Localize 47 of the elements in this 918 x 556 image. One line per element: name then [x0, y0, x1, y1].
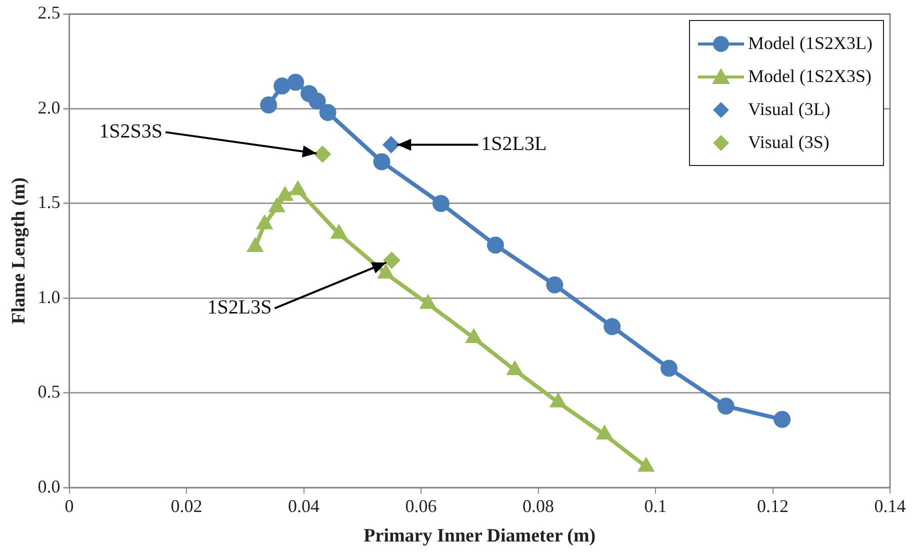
legend-label: Visual (3L) — [748, 99, 830, 120]
x-tick-label: 0.06 — [405, 496, 437, 516]
point — [287, 74, 304, 91]
point — [260, 96, 278, 114]
annotation: 1S2L3L — [481, 132, 547, 155]
y-tick-label: 1.0 — [38, 286, 60, 307]
legend-label: Model (1S2X3L) — [748, 33, 872, 54]
x-axis-title: Primary Inner Diameter (m) — [364, 526, 596, 547]
y-tick-label: 1.5 — [38, 192, 60, 212]
point — [550, 392, 566, 408]
x-tick-label: 0.12 — [757, 496, 789, 516]
y-tick-label: 2.0 — [38, 97, 60, 118]
point — [314, 146, 332, 163]
point — [432, 194, 450, 212]
point — [373, 153, 390, 170]
annotation: 1S2L3S — [207, 296, 272, 319]
x-tick-label: 0.04 — [288, 496, 320, 516]
point — [506, 360, 524, 376]
point — [308, 92, 326, 110]
point — [330, 224, 348, 239]
point — [596, 425, 613, 440]
point — [383, 252, 400, 269]
point — [546, 276, 564, 294]
y-axis-title: Flame Length (m) — [8, 177, 30, 324]
annotation: 1S2S3S — [99, 120, 163, 142]
x-tick-label: 0 — [64, 496, 74, 516]
x-tick-label: 0.14 — [874, 496, 906, 516]
point — [274, 77, 291, 94]
point — [465, 328, 482, 343]
y-tick-label: 2.5 — [38, 2, 60, 23]
point — [246, 238, 264, 252]
legend-label: Model (1S2X3S) — [748, 66, 872, 87]
x-tick-label: 0.02 — [170, 496, 202, 516]
point — [382, 136, 400, 154]
x-tick-label: 0.08 — [522, 496, 554, 516]
point — [486, 236, 504, 254]
point — [638, 457, 654, 472]
x-tick-label: 0.1 — [644, 496, 667, 516]
point — [268, 198, 286, 212]
point — [378, 264, 394, 279]
y-tick-label: 0.0 — [38, 476, 60, 496]
y-tick-label: 0.5 — [38, 382, 60, 402]
point — [319, 104, 336, 122]
legend-label: Visual (3S) — [748, 132, 830, 153]
point — [420, 294, 436, 309]
point — [256, 214, 273, 230]
point — [290, 180, 306, 196]
